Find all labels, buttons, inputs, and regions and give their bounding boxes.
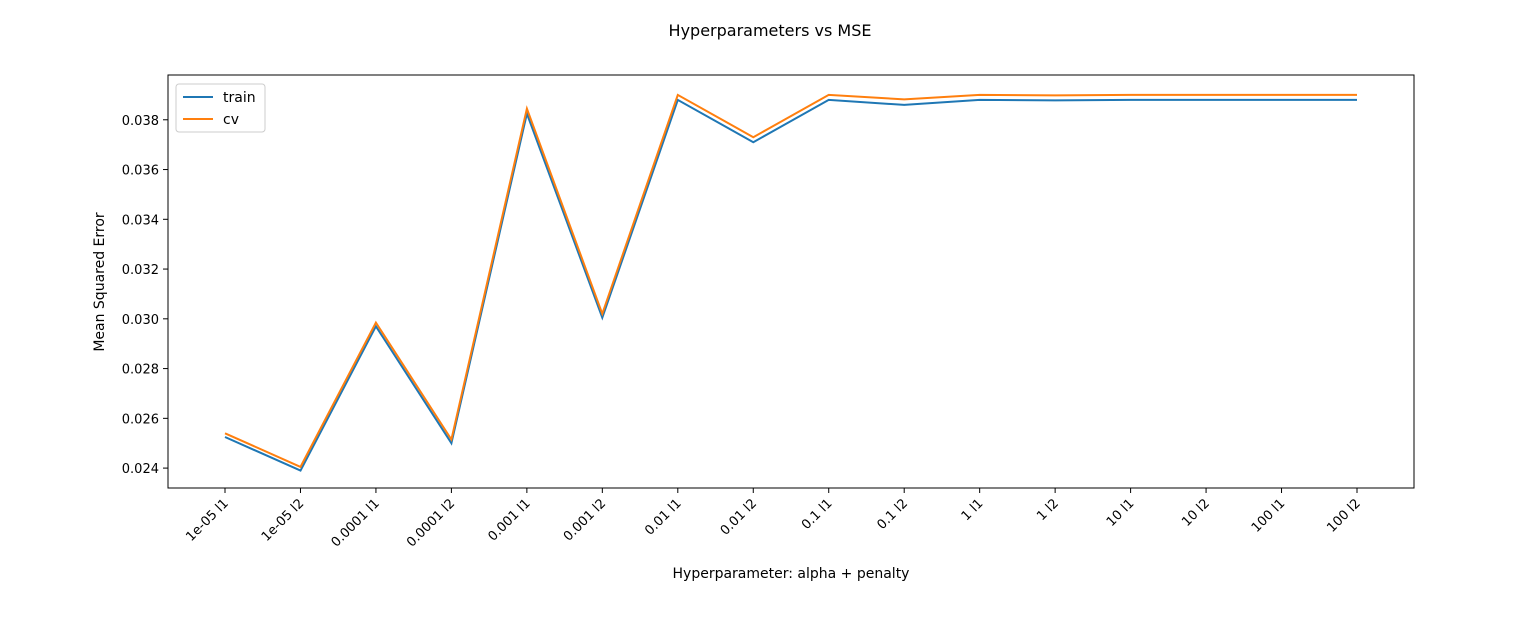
x-tick-label: 1e-05 l1 (183, 496, 231, 544)
y-axis-title: Mean Squared Error (92, 212, 108, 352)
y-tick-label: 0.024 (122, 462, 159, 477)
x-axis-title: Hyperparameter: alpha + penalty (673, 566, 910, 582)
x-tick-label: 100 l1 (1249, 496, 1288, 535)
x-tick-label: 0.001 l2 (561, 496, 609, 544)
plot-frame (167, 74, 1415, 489)
x-tick-label: 10 l2 (1179, 496, 1213, 530)
x-tick-label: 10 l1 (1104, 496, 1138, 530)
x-tick-label: 0.01 l2 (718, 496, 760, 538)
chart-title: Hyperparameters vs MSE (669, 21, 872, 40)
legend-label-train: train (223, 90, 256, 106)
y-tick-label: 0.034 (122, 213, 159, 228)
series-line-train (224, 98, 1357, 472)
y-tick-label: 0.036 (122, 164, 159, 179)
x-axis: 1e-05 l1 1e-05 l2 0.0001 l1 0.0001 l2 0.001 … (183, 488, 1364, 550)
y-tick-label: 0.026 (122, 412, 159, 427)
x-tick-label: 1 l1 (959, 496, 987, 524)
x-tick-label: 0.1 l1 (799, 496, 836, 533)
x-tick-label: 1 l2 (1034, 496, 1062, 524)
x-tick-label: 0.1 l2 (874, 496, 911, 533)
x-tick-label: 1e-05 l2 (259, 496, 307, 544)
y-tick-label: 0.038 (122, 114, 159, 129)
legend: train cv (175, 83, 266, 133)
x-tick-label: 0.0001 l1 (329, 496, 383, 550)
series-line-cv (224, 93, 1357, 469)
y-axis: 0.024 0.026 0.028 0.030 0.032 0.034 0.036 0.038 (122, 114, 168, 477)
x-tick-label: 100 l2 (1324, 496, 1363, 535)
x-tick-label: 0.0001 l2 (404, 496, 458, 550)
x-tick-label: 0.001 l1 (485, 496, 533, 544)
legend-label-cv: cv (223, 112, 239, 128)
y-tick-label: 0.030 (122, 313, 159, 328)
series-lines (224, 93, 1357, 472)
y-tick-label: 0.032 (122, 263, 159, 278)
y-tick-label: 0.028 (122, 363, 159, 378)
x-tick-label: 0.01 l1 (642, 496, 684, 538)
